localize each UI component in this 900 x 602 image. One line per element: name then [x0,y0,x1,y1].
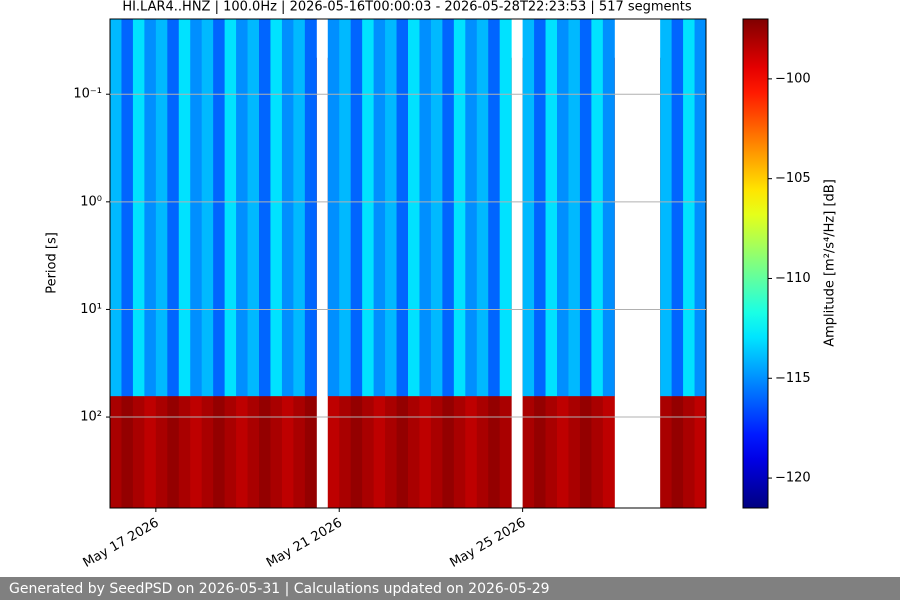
heatmap-cell [110,19,122,397]
colorbar-tick-label: −100 [775,71,811,86]
heatmap-cell [683,19,696,397]
heatmap-cell [327,19,340,397]
heatmap-cell [476,19,489,397]
heatmap-cell [499,19,512,397]
heatmap-cell [408,19,420,397]
heatmap-cell [304,19,317,397]
heatmap-cell [259,19,271,397]
heatmap-cell [488,19,501,397]
heatmap-cell [602,19,615,397]
heatmap-cell [362,19,375,397]
heatmap-cell [339,19,352,397]
heatmap-cells [110,19,707,509]
heatmap-cell [144,19,157,397]
plot-frame [109,18,707,509]
y-tick-label: 10⁻¹ [73,87,102,102]
heatmap-cell [419,19,432,397]
heatmap-cell [373,19,386,397]
colorbar-label: Amplitude [m²/s⁴/Hz] [dB] [823,179,838,347]
colorbar-tick-label: −105 [775,171,811,186]
heatmap-cell [132,19,145,397]
x-tick-label: May 21 2026 [264,516,345,571]
heatmap-cell [167,19,180,397]
heatmap-cell [660,19,673,397]
y-tick-label: 10² [80,410,102,425]
heatmap-cell [247,19,260,397]
heatmap-cell [557,19,569,397]
colorbar-tick-label: −115 [775,371,811,386]
heatmap-cell [385,19,398,397]
heatmap-cell [579,19,592,397]
heatmap-cell [396,19,409,397]
heatmap-cell [293,19,306,397]
heatmap-cell [270,19,283,397]
heatmap-cell [453,19,466,397]
heatmap-cell [224,19,237,397]
footer: Generated by SeedPSD on 2026-05-31 | Cal… [0,577,900,600]
heatmap-cell [591,19,604,397]
heatmap-cell [545,19,558,397]
heatmap-cell [350,19,363,397]
heatmap-cell [155,19,168,397]
heatmap-cell [121,19,134,397]
heatmap-cell [442,19,455,397]
heatmap-cell [201,19,214,397]
heatmap-cell [430,19,443,397]
x-tick-label: May 25 2026 [447,516,528,571]
heatmap-cell [568,19,581,397]
heatmap-cell [465,19,478,397]
y-tick-label: 10⁰ [80,194,102,209]
y-tick-label: 10¹ [80,302,102,317]
heatmap-cell [213,19,226,397]
colorbar-tick-label: −110 [775,271,811,286]
heatmap-cell [522,19,535,397]
heatmap-cell [534,19,547,397]
colorbar [742,18,769,509]
heatmap-cell [190,19,203,397]
heatmap-cell [671,19,684,397]
x-tick-label: May 17 2026 [81,516,162,571]
heatmap-cell [178,19,191,397]
heatmap-cell [694,19,707,397]
y-axis-label: Period [s] [45,232,60,294]
chart: HI.LAR4..HNZ | 100.0Hz | 2026-05-16T00:0… [45,0,838,571]
heatmap-cell [236,19,249,397]
chart-title: HI.LAR4..HNZ | 100.0Hz | 2026-05-16T00:0… [122,0,692,15]
colorbar-tick-label: −120 [775,471,811,486]
heatmap-cell [281,19,294,397]
